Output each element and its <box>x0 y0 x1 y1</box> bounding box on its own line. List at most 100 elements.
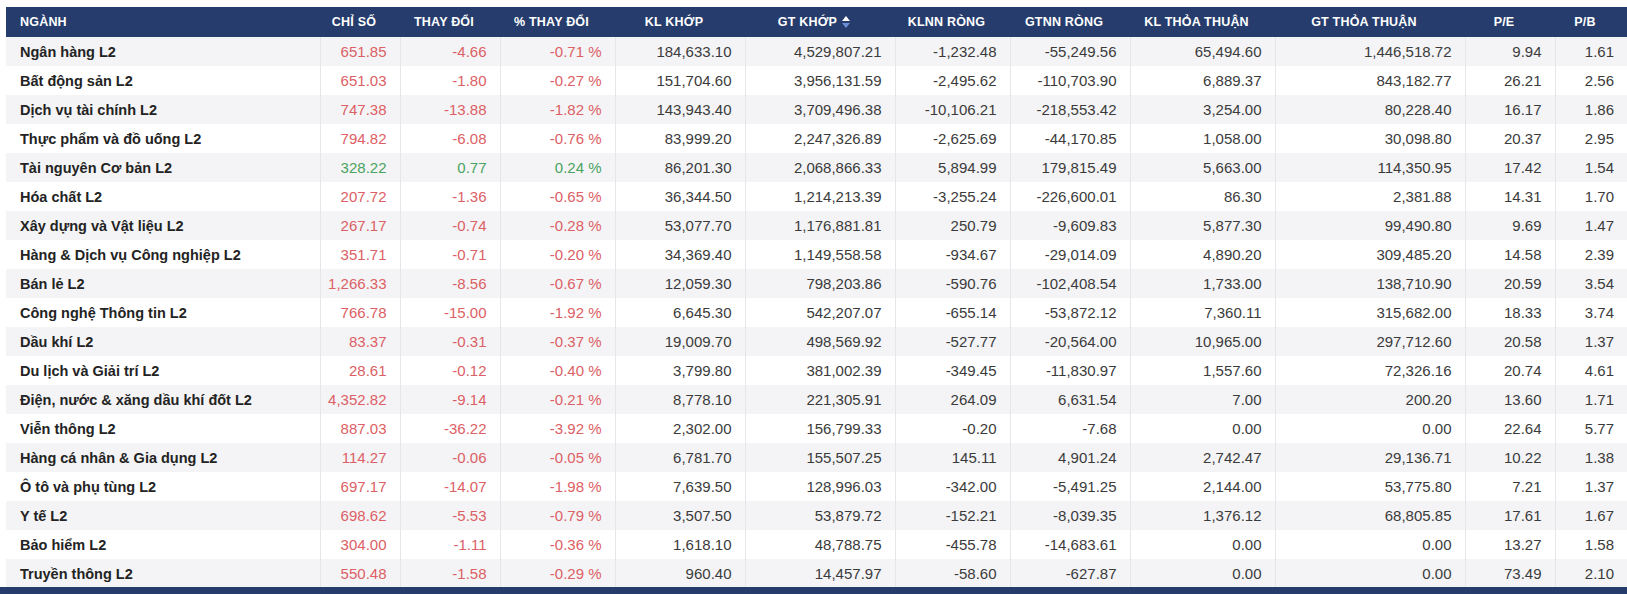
cell-chi_so: 351.71 <box>320 240 400 269</box>
cell-pe: 18.33 <box>1465 298 1555 327</box>
sector-name: Ngân hàng L2 <box>6 37 320 66</box>
cell-gt_khop: 156,799.33 <box>745 414 895 443</box>
cell-pe: 26.21 <box>1465 66 1555 95</box>
table-row[interactable]: Y tế L2698.62-5.53-0.79 %3,507.5053,879.… <box>6 501 1627 530</box>
cell-gtnn_rong: -14,683.61 <box>1010 530 1130 559</box>
cell-pb: 1.70 <box>1555 182 1627 211</box>
cell-pe: 9.94 <box>1465 37 1555 66</box>
cell-pb: 1.86 <box>1555 95 1627 124</box>
sector-name: Dịch vụ tài chính L2 <box>6 95 320 124</box>
cell-chi_so: 766.78 <box>320 298 400 327</box>
column-header-thay_doi[interactable]: THAY ĐỔI <box>400 7 500 37</box>
cell-kl_thoa_thuan: 0.00 <box>1130 530 1275 559</box>
cell-gt_thoa_thuan: 200.20 <box>1275 385 1465 414</box>
cell-gtnn_rong: -20,564.00 <box>1010 327 1130 356</box>
cell-pct_thay_doi: -0.21 % <box>500 385 615 414</box>
cell-gt_thoa_thuan: 138,710.90 <box>1275 269 1465 298</box>
cell-pb: 1.58 <box>1555 530 1627 559</box>
table-row[interactable]: Bất động sản L2651.03-1.80-0.27 %151,704… <box>6 66 1627 95</box>
cell-gt_thoa_thuan: 30,098.80 <box>1275 124 1465 153</box>
column-header-pe[interactable]: P/E <box>1465 7 1555 37</box>
sector-name: Thực phẩm và đồ uống L2 <box>6 124 320 153</box>
column-header-gt_thoa_thuan[interactable]: GT THỎA THUẬN <box>1275 7 1465 37</box>
column-header-label: % THAY ĐỔI <box>514 15 589 29</box>
cell-gt_khop: 2,247,326.89 <box>745 124 895 153</box>
cell-gt_thoa_thuan: 114,350.95 <box>1275 153 1465 182</box>
cell-gt_khop: 1,176,881.81 <box>745 211 895 240</box>
cell-kl_khop: 19,009.70 <box>615 327 745 356</box>
cell-gt_khop: 2,068,866.33 <box>745 153 895 182</box>
cell-kl_khop: 151,704.60 <box>615 66 745 95</box>
cell-kl_thoa_thuan: 1,557.60 <box>1130 356 1275 385</box>
cell-klnn_rong: -2,495.62 <box>895 66 1010 95</box>
cell-kl_thoa_thuan: 6,889.37 <box>1130 66 1275 95</box>
cell-kl_khop: 53,077.70 <box>615 211 745 240</box>
column-header-pct_thay_doi[interactable]: % THAY ĐỔI <box>500 7 615 37</box>
table-row[interactable]: Ngân hàng L2651.85-4.66-0.71 %184,633.10… <box>6 37 1627 66</box>
column-header-label: P/E <box>1494 15 1515 29</box>
cell-chi_so: 698.62 <box>320 501 400 530</box>
cell-klnn_rong: -934.67 <box>895 240 1010 269</box>
cell-kl_thoa_thuan: 10,965.00 <box>1130 327 1275 356</box>
cell-chi_so: 1,266.33 <box>320 269 400 298</box>
cell-kl_khop: 2,302.00 <box>615 414 745 443</box>
cell-chi_so: 207.72 <box>320 182 400 211</box>
cell-gt_thoa_thuan: 0.00 <box>1275 414 1465 443</box>
sector-name: Bán lẻ L2 <box>6 269 320 298</box>
cell-pe: 14.31 <box>1465 182 1555 211</box>
cell-gt_khop: 53,879.72 <box>745 501 895 530</box>
column-header-gtnn_rong[interactable]: GTNN RÒNG <box>1010 7 1130 37</box>
table-row[interactable]: Hàng cá nhân & Gia dụng L2114.27-0.06-0.… <box>6 443 1627 472</box>
table-row[interactable]: Điện, nước & xăng dầu khí đốt L24,352.82… <box>6 385 1627 414</box>
table-row[interactable]: Viễn thông L2887.03-36.22-3.92 %2,302.00… <box>6 414 1627 443</box>
cell-pe: 17.61 <box>1465 501 1555 530</box>
cell-pct_thay_doi: -0.05 % <box>500 443 615 472</box>
column-header-pb[interactable]: P/B <box>1555 7 1627 37</box>
cell-gtnn_rong: -5,491.25 <box>1010 472 1130 501</box>
table-row[interactable]: Truyền thông L2550.48-1.58-0.29 %960.401… <box>6 559 1627 588</box>
cell-gtnn_rong: 4,901.24 <box>1010 443 1130 472</box>
column-header-chi_so[interactable]: CHỈ SỐ <box>320 7 400 37</box>
table-row[interactable]: Bảo hiểm L2304.00-1.11-0.36 %1,618.1048,… <box>6 530 1627 559</box>
cell-pe: 7.21 <box>1465 472 1555 501</box>
column-header-nganh[interactable]: NGÀNH <box>6 7 320 37</box>
cell-kl_thoa_thuan: 1,733.00 <box>1130 269 1275 298</box>
cell-kl_khop: 143,943.40 <box>615 95 745 124</box>
column-header-klnn_rong[interactable]: KLNN RÒNG <box>895 7 1010 37</box>
cell-gt_khop: 498,569.92 <box>745 327 895 356</box>
cell-thay_doi: -13.88 <box>400 95 500 124</box>
cell-kl_thoa_thuan: 0.00 <box>1130 559 1275 588</box>
cell-kl_thoa_thuan: 3,254.00 <box>1130 95 1275 124</box>
cell-thay_doi: -14.07 <box>400 472 500 501</box>
table-row[interactable]: Hóa chất L2207.72-1.36-0.65 %36,344.501,… <box>6 182 1627 211</box>
table-row[interactable]: Ô tô và phụ tùng L2697.17-14.07-1.98 %7,… <box>6 472 1627 501</box>
cell-pct_thay_doi: -0.36 % <box>500 530 615 559</box>
horizontal-scrollbar[interactable] <box>0 587 1627 594</box>
column-header-kl_khop[interactable]: KL KHỚP <box>615 7 745 37</box>
column-header-label: KL THỎA THUẬN <box>1144 15 1249 29</box>
cell-gt_thoa_thuan: 315,682.00 <box>1275 298 1465 327</box>
header-row: NGÀNHCHỈ SỐTHAY ĐỔI % THAY ĐỔI KL KHỚPGT K… <box>6 7 1627 37</box>
table-row[interactable]: Dầu khí L283.37-0.31-0.37 %19,009.70498,… <box>6 327 1627 356</box>
cell-gtnn_rong: 179,815.49 <box>1010 153 1130 182</box>
cell-kl_khop: 8,778.10 <box>615 385 745 414</box>
table-row[interactable]: Hàng & Dịch vụ Công nghiệp L2351.71-0.71… <box>6 240 1627 269</box>
table-row[interactable]: Công nghệ Thông tin L2766.78-15.00-1.92 … <box>6 298 1627 327</box>
table-row[interactable]: Xây dựng và Vật liệu L2267.17-0.74-0.28 … <box>6 211 1627 240</box>
sector-name: Hàng cá nhân & Gia dụng L2 <box>6 443 320 472</box>
cell-thay_doi: -6.08 <box>400 124 500 153</box>
table-row[interactable]: Thực phẩm và đồ uống L2794.82-6.08-0.76 … <box>6 124 1627 153</box>
column-header-kl_thoa_thuan[interactable]: KL THỎA THUẬN <box>1130 7 1275 37</box>
cell-chi_so: 794.82 <box>320 124 400 153</box>
cell-gtnn_rong: -226,600.01 <box>1010 182 1130 211</box>
cell-kl_khop: 3,507.50 <box>615 501 745 530</box>
cell-klnn_rong: -349.45 <box>895 356 1010 385</box>
column-header-gt_khop[interactable]: GT KHỚP <box>745 7 895 37</box>
cell-gtnn_rong: -11,830.97 <box>1010 356 1130 385</box>
table-row[interactable]: Tài nguyên Cơ bản L2328.220.770.24 %86,2… <box>6 153 1627 182</box>
table-row[interactable]: Dịch vụ tài chính L2747.38-13.88-1.82 %1… <box>6 95 1627 124</box>
table-row[interactable]: Bán lẻ L21,266.33-8.56-0.67 %12,059.3079… <box>6 269 1627 298</box>
table-row[interactable]: Du lịch và Giải trí L228.61-0.12-0.40 %3… <box>6 356 1627 385</box>
cell-kl_thoa_thuan: 7.00 <box>1130 385 1275 414</box>
column-header-label: GT THỎA THUẬN <box>1311 15 1417 29</box>
